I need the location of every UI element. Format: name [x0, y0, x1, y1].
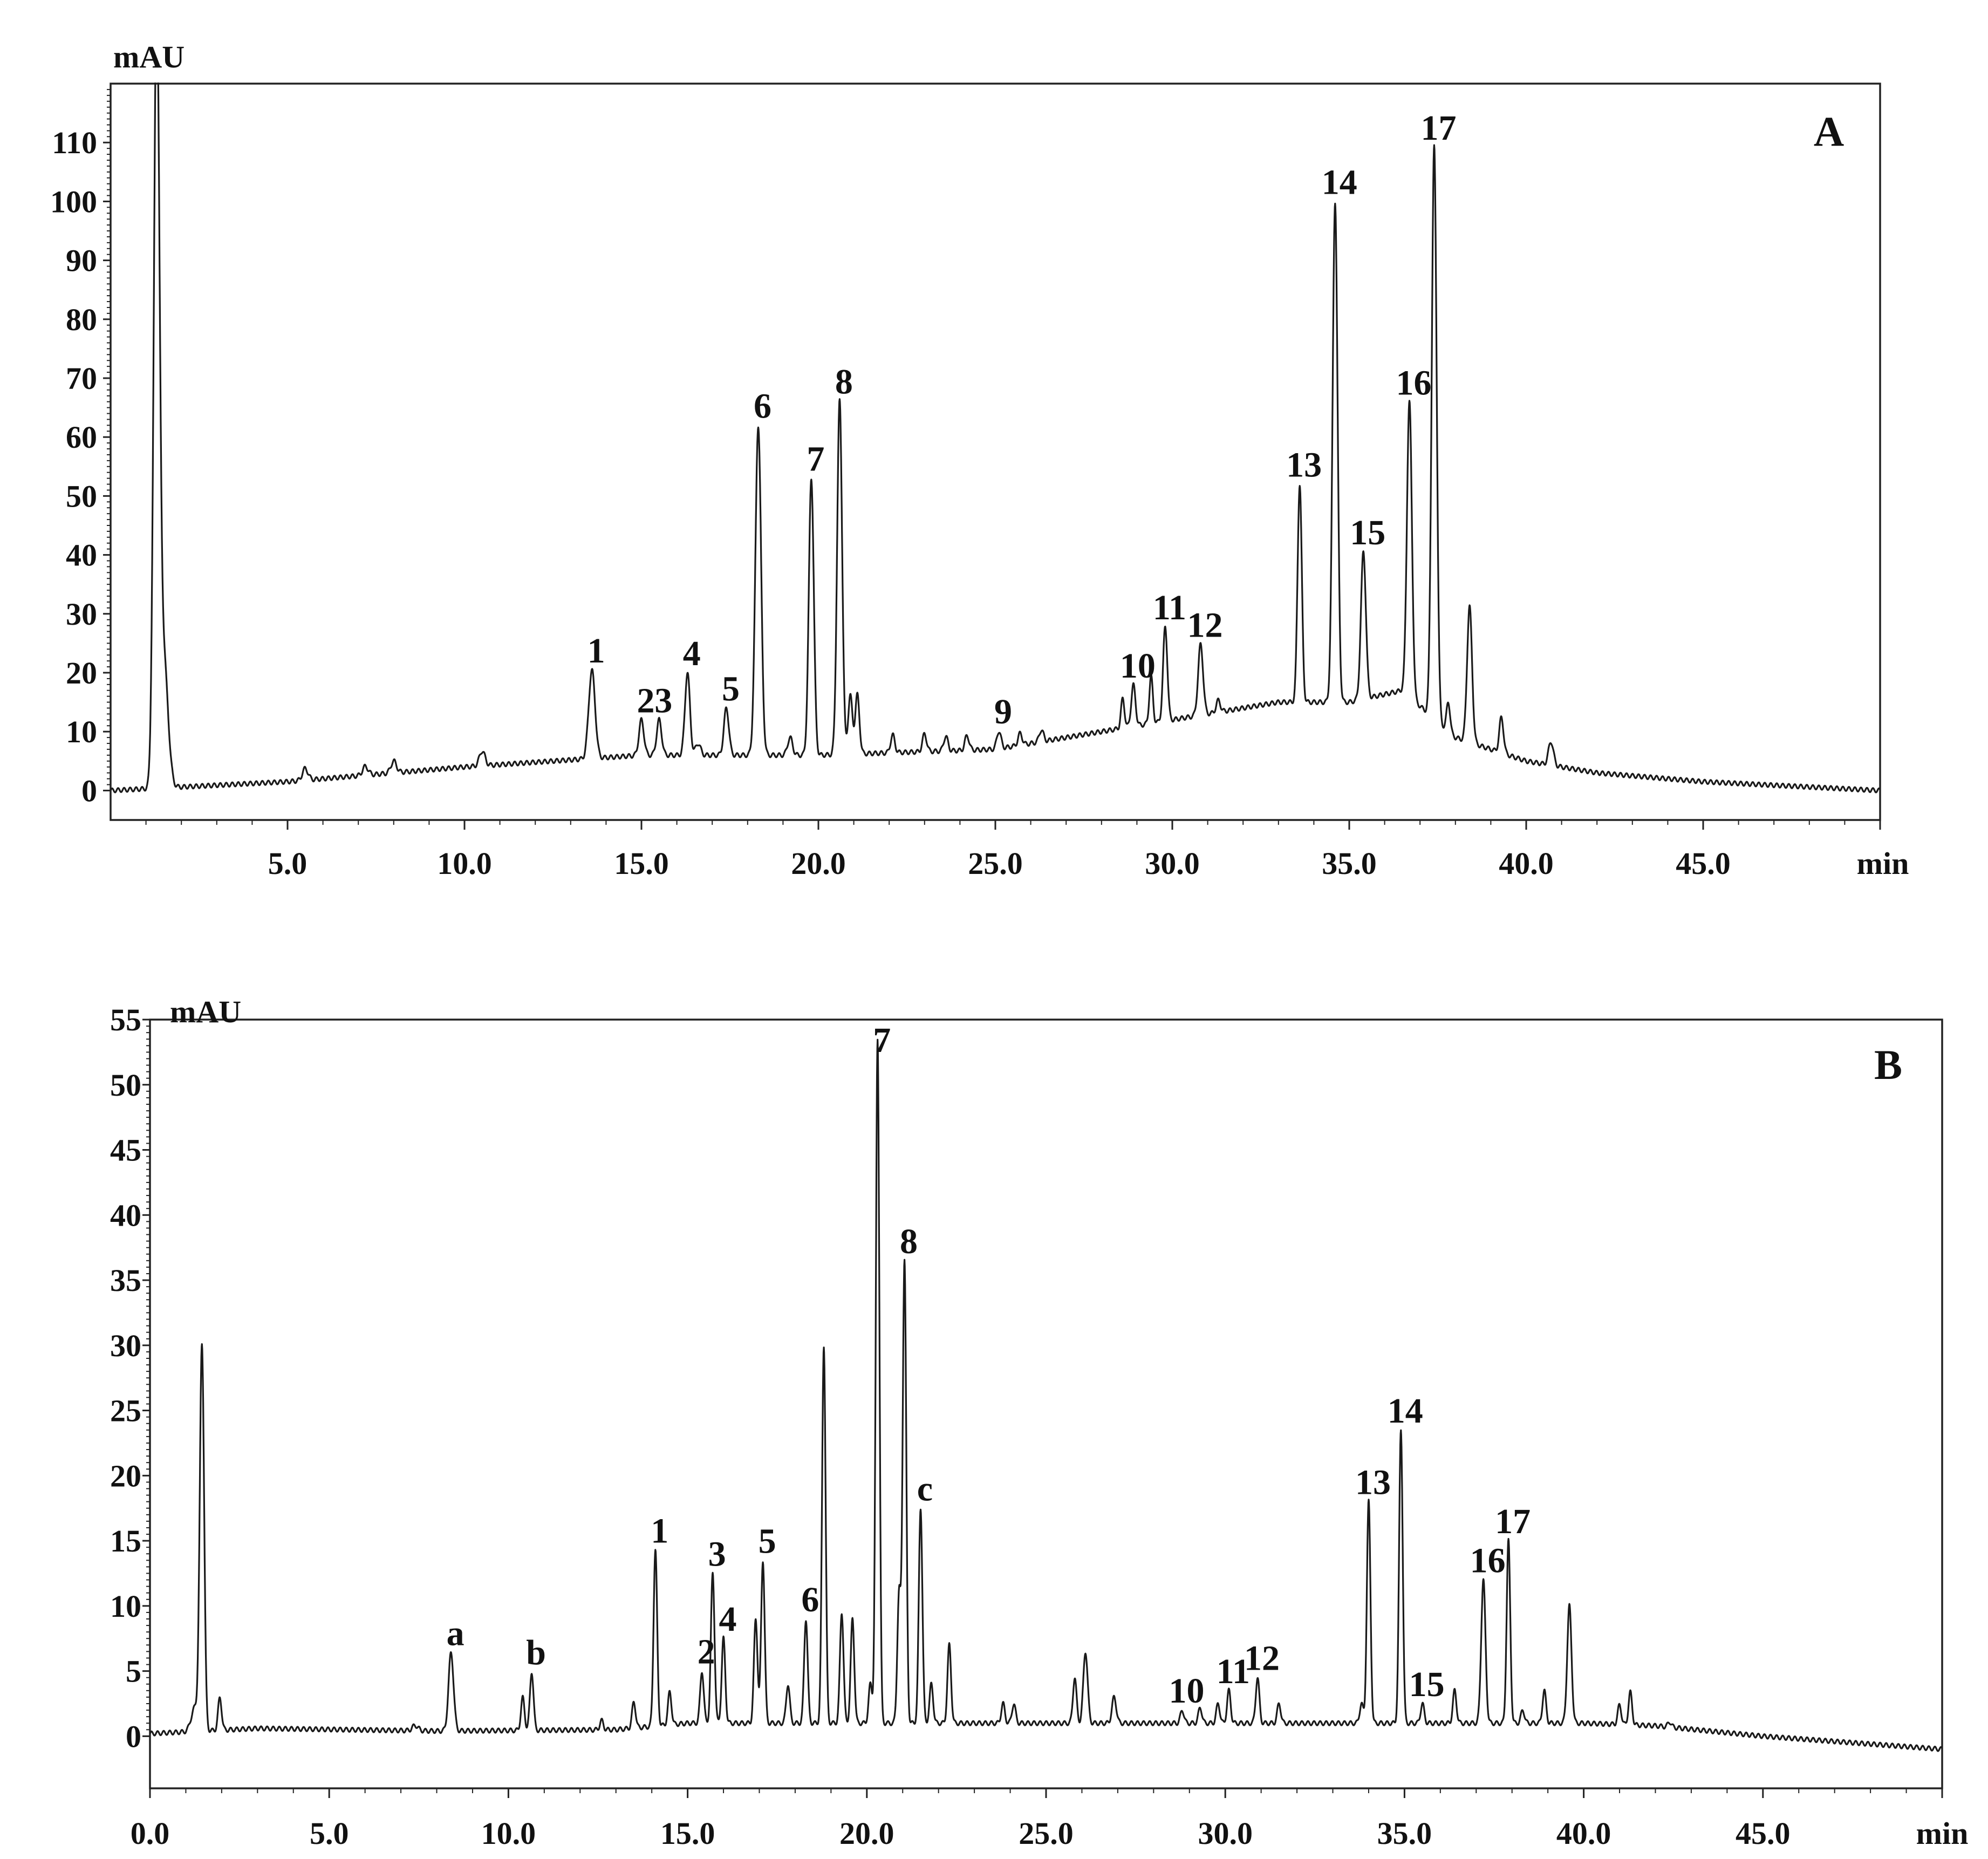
- x-tick-label: 5.0: [310, 1816, 349, 1851]
- chromatogram-trace: [111, 83, 1880, 794]
- y-tick-label: 10: [110, 1589, 141, 1624]
- x-tick-label: 40.0: [1499, 846, 1554, 881]
- y-tick-label: 80: [66, 302, 97, 337]
- peak-label: 2: [698, 1632, 715, 1672]
- x-tick-label: 25.0: [968, 846, 1023, 881]
- y-tick-label: 0: [126, 1719, 141, 1754]
- y-tick-label: 110: [52, 125, 97, 160]
- plot-frame: [149, 1019, 1943, 1789]
- peak-label: b: [526, 1633, 546, 1672]
- y-tick-label: 30: [110, 1328, 141, 1363]
- x-tick-label: 10.0: [437, 846, 492, 881]
- x-tick-label: 30.0: [1145, 846, 1200, 881]
- panel-letter: A: [1814, 108, 1844, 155]
- y-tick-label: 60: [66, 420, 97, 455]
- x-axis-unit: min: [1916, 1816, 1969, 1851]
- y-tick-label: 15: [110, 1523, 141, 1559]
- x-tick-label: 5.0: [268, 846, 308, 881]
- peak-label: 1: [587, 631, 605, 671]
- peak-label: 14: [1388, 1391, 1423, 1431]
- peak-label: 10: [1120, 646, 1156, 686]
- y-tick-label: 5: [126, 1654, 141, 1689]
- x-tick-label: 45.0: [1736, 1816, 1791, 1851]
- y-tick-label: 20: [110, 1458, 141, 1493]
- x-tick-label: 20.0: [791, 846, 846, 881]
- peak-label: 16: [1470, 1541, 1506, 1581]
- x-tick-label: 35.0: [1377, 1816, 1432, 1851]
- peak-label: 14: [1322, 162, 1357, 202]
- peak-label: 16: [1396, 363, 1432, 402]
- y-tick-label: 0: [81, 773, 97, 808]
- y-tick-label: 10: [66, 714, 97, 749]
- peak-label: 2: [637, 681, 655, 720]
- x-tick-label: 0.0: [131, 1816, 170, 1851]
- y-tick-label: 25: [110, 1393, 141, 1429]
- x-tick-label: 10.0: [481, 1816, 536, 1851]
- y-axis-unit: mAU: [170, 994, 241, 1029]
- y-tick-label: 100: [50, 184, 97, 219]
- y-tick-label: 35: [110, 1263, 141, 1298]
- y-tick-label: 40: [66, 538, 97, 573]
- x-tick-label: 45.0: [1676, 846, 1731, 881]
- y-tick-label: 70: [66, 361, 97, 396]
- x-axis-unit: min: [1857, 846, 1909, 881]
- peak-label: 4: [683, 634, 701, 673]
- peak-label: 13: [1286, 446, 1322, 485]
- x-tick-label: 25.0: [1019, 1816, 1074, 1851]
- y-tick-label: 50: [66, 479, 97, 514]
- peak-label: 7: [807, 440, 824, 479]
- peak-label: 8: [835, 362, 853, 401]
- peak-label: 17: [1495, 1502, 1531, 1541]
- y-tick-label: 50: [110, 1068, 141, 1103]
- peak-label: 12: [1187, 606, 1222, 645]
- x-tick-label: 15.0: [660, 1816, 715, 1851]
- peak-label: 1: [651, 1512, 668, 1551]
- peak-label: 15: [1350, 513, 1385, 552]
- peak-label: 9: [994, 692, 1012, 732]
- peak-label: 11: [1217, 1652, 1250, 1691]
- y-tick-label: 40: [110, 1198, 141, 1233]
- peak-label: 10: [1169, 1671, 1204, 1711]
- peak-label: 5: [759, 1521, 776, 1561]
- peak-label: c: [917, 1470, 933, 1509]
- x-tick-label: 35.0: [1322, 846, 1377, 881]
- x-tick-label: 30.0: [1198, 1816, 1253, 1851]
- peak-label: a: [447, 1614, 464, 1653]
- peak-label: 5: [722, 669, 740, 709]
- peak-label: 12: [1244, 1639, 1280, 1678]
- peak-label: 15: [1409, 1665, 1445, 1704]
- peak-label: 6: [754, 386, 771, 426]
- peak-label: 3: [708, 1534, 726, 1574]
- x-tick-label: 20.0: [839, 1816, 894, 1851]
- x-tick-label: 40.0: [1556, 1816, 1611, 1851]
- y-tick-label: 55: [110, 1002, 141, 1037]
- panel-letter: B: [1874, 1041, 1902, 1088]
- peak-label: 3: [654, 681, 672, 720]
- peak-label: 11: [1153, 588, 1186, 627]
- x-tick-label: 15.0: [614, 846, 669, 881]
- y-tick-label: 20: [66, 655, 97, 691]
- peak-label: 17: [1420, 108, 1456, 148]
- peak-label: 4: [719, 1600, 737, 1639]
- y-axis-unit: mAU: [113, 39, 185, 74]
- peak-label: 13: [1355, 1463, 1391, 1502]
- y-tick-label: 30: [66, 597, 97, 632]
- y-tick-label: 45: [110, 1133, 141, 1168]
- peak-label: 8: [900, 1222, 918, 1261]
- y-tick-label: 90: [66, 243, 97, 278]
- peak-label: 7: [873, 1021, 891, 1060]
- chromatogram-trace: [150, 1038, 1942, 1752]
- peak-label: 6: [801, 1580, 819, 1619]
